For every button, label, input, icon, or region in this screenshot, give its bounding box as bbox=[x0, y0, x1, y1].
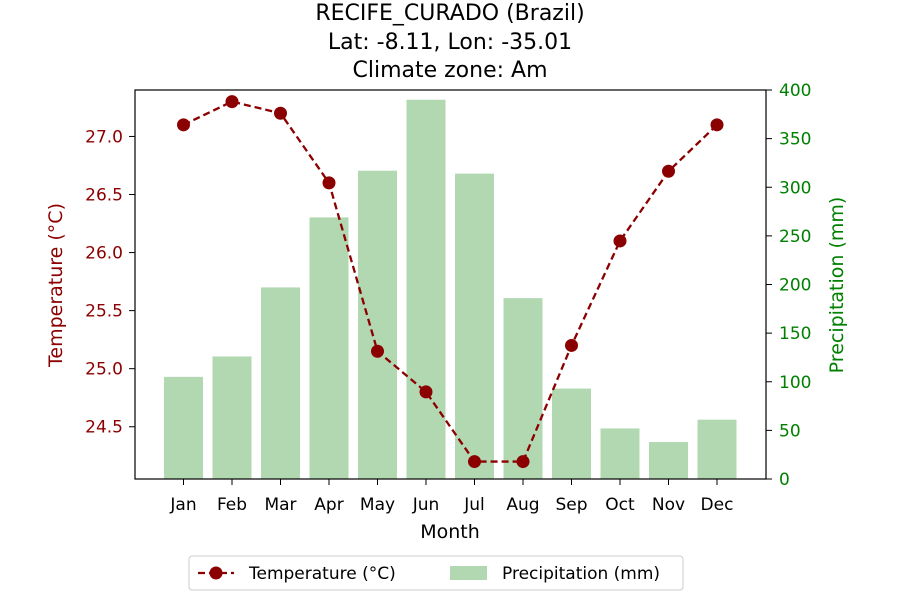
temperature-point-jul bbox=[468, 455, 481, 469]
temperature-point-sep bbox=[565, 338, 578, 352]
precipitation-tick-label: 0 bbox=[779, 470, 790, 490]
precipitation-tick-label: 350 bbox=[779, 130, 811, 150]
x-axis: Jan Feb Mar Apr May Jun Jul Aug Sep Oct Nov Dec bbox=[169, 479, 733, 515]
x-tick-label-aug: Aug bbox=[506, 495, 539, 515]
legend: Temperature (°C) Precipitation (mm) bbox=[188, 555, 684, 591]
x-tick-label-jul: Jul bbox=[463, 495, 485, 515]
precipitation-bar-aug bbox=[503, 298, 543, 479]
temperature-point-aug bbox=[516, 455, 530, 469]
temperature-point-dec bbox=[710, 118, 724, 132]
precipitation-tick-label: 100 bbox=[779, 373, 811, 393]
legend-temperature-marker bbox=[209, 566, 223, 580]
legend-precipitation-label: Precipitation (mm) bbox=[502, 564, 660, 584]
precipitation-bar-sep bbox=[552, 388, 591, 479]
temperature-point-jan bbox=[177, 118, 190, 132]
precipitation-bar-oct bbox=[600, 428, 640, 479]
precipitation-bar-jul bbox=[455, 173, 494, 479]
temperature-tick-label: 25.0 bbox=[85, 360, 123, 380]
temperature-point-apr bbox=[322, 176, 336, 190]
precipitation-bar-apr bbox=[309, 217, 349, 479]
precipitation-tick-label: 200 bbox=[779, 276, 811, 296]
temperature-tick-label: 26.5 bbox=[85, 186, 123, 206]
x-tick-label-jan: Jan bbox=[169, 495, 196, 515]
x-tick-label-dec: Dec bbox=[701, 495, 734, 515]
temperature-series-line bbox=[183, 100, 718, 463]
precipitation-bar-jan bbox=[164, 376, 203, 479]
temperature-tick-label: 26.0 bbox=[85, 244, 123, 264]
temperature-axis-label: Temperature (°C) bbox=[45, 203, 67, 368]
x-axis-label: Month bbox=[420, 521, 480, 543]
precipitation-bar-dec bbox=[697, 419, 737, 479]
temperature-point-mar bbox=[274, 106, 287, 120]
precipitation-tick-label: 150 bbox=[779, 324, 811, 344]
precipitation-bar-feb bbox=[212, 356, 252, 479]
precipitation-tick-label: 50 bbox=[779, 421, 801, 441]
x-tick-label-sep: Sep bbox=[555, 495, 587, 515]
x-tick-label-feb: Feb bbox=[217, 495, 247, 515]
legend-precipitation-swatch bbox=[450, 566, 487, 580]
x-tick-label-nov: Nov bbox=[652, 495, 685, 515]
x-tick-label-oct: Oct bbox=[605, 495, 635, 515]
temperature-point-oct bbox=[613, 234, 627, 248]
temperature-tick-label: 27.0 bbox=[85, 127, 123, 147]
precipitation-bars bbox=[164, 99, 737, 479]
x-tick-label-may: May bbox=[360, 495, 395, 515]
legend-temperature-label: Temperature (°C) bbox=[248, 564, 396, 584]
precipitation-bar-mar bbox=[261, 287, 300, 479]
temperature-line bbox=[177, 95, 724, 469]
x-tick-label-apr: Apr bbox=[314, 495, 343, 515]
temperature-tick-label: 24.5 bbox=[85, 418, 123, 438]
title-line-climate-zone: Climate zone: Am bbox=[352, 58, 547, 83]
x-tick-label-jun: Jun bbox=[412, 495, 440, 515]
temperature-point-may bbox=[371, 344, 384, 358]
chart-title: RECIFE_CURADO (Brazil) Lat: -8.11, Lon: … bbox=[315, 1, 584, 83]
title-line-coordinates: Lat: -8.11, Lon: -35.01 bbox=[328, 30, 572, 55]
legend-frame bbox=[188, 555, 684, 591]
title-line-station: RECIFE_CURADO (Brazil) bbox=[315, 1, 584, 26]
x-tick-label-mar: Mar bbox=[264, 495, 296, 515]
precipitation-axis-label: Precipitation (mm) bbox=[826, 197, 848, 374]
temperature-point-nov bbox=[662, 164, 675, 178]
precipitation-bar-jun bbox=[406, 99, 446, 479]
precipitation-tick-label: 250 bbox=[779, 227, 811, 247]
temperature-tick-label: 25.5 bbox=[85, 302, 123, 322]
precipitation-bar-nov bbox=[649, 442, 688, 479]
temperature-point-feb bbox=[225, 95, 239, 109]
precipitation-axis: 0 50 100 150 200 250 300 350 400 bbox=[766, 81, 811, 490]
temperature-axis: 24.5 25.0 25.5 26.0 26.5 27.0 bbox=[85, 127, 135, 438]
precipitation-tick-label: 300 bbox=[779, 178, 811, 198]
temperature-point-jun bbox=[419, 385, 433, 399]
precipitation-bar-may bbox=[358, 170, 397, 479]
precipitation-tick-label: 400 bbox=[779, 81, 811, 101]
